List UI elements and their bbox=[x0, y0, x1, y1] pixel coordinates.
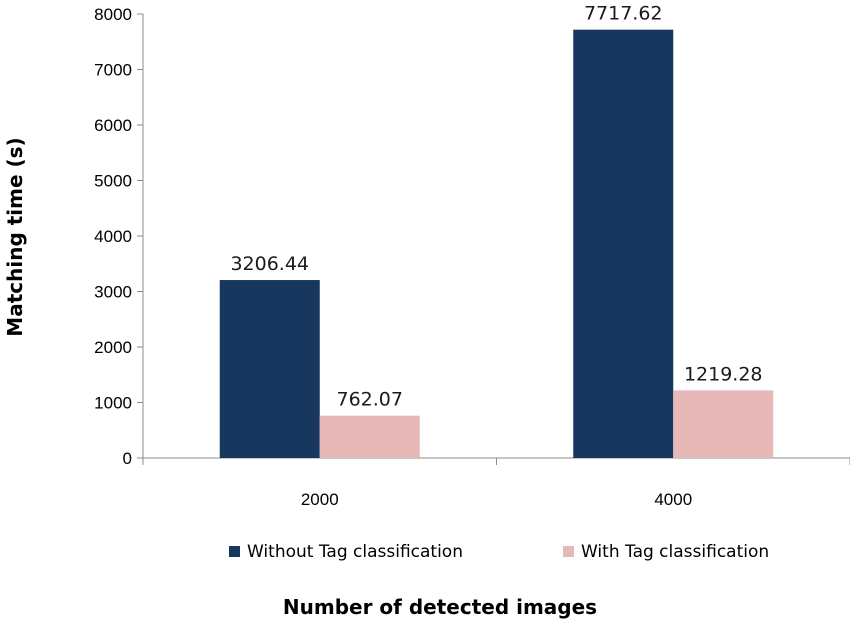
y-tick-label: 3000 bbox=[94, 283, 132, 302]
x-tick-label: 2000 bbox=[301, 490, 339, 509]
y-tick-label: 5000 bbox=[94, 172, 132, 191]
x-axis-title: Number of detected images bbox=[283, 595, 597, 619]
data-labels: 3206.44 762.07 7717.62 1219.28 bbox=[230, 3, 762, 411]
y-tick-label: 6000 bbox=[94, 116, 132, 135]
x-axis: 2000 4000 bbox=[142, 457, 850, 509]
y-tick-label: 0 bbox=[123, 449, 132, 468]
data-label: 762.07 bbox=[337, 389, 403, 411]
data-label: 7717.62 bbox=[584, 3, 663, 25]
bar bbox=[673, 390, 774, 458]
y-axis: 0 1000 2000 3000 4000 5000 6000 7000 8000 bbox=[94, 5, 144, 468]
x-tick-label: 4000 bbox=[654, 490, 692, 509]
y-tick-label: 7000 bbox=[94, 61, 132, 80]
y-axis-title: Matching time (s) bbox=[3, 137, 27, 336]
data-label: 3206.44 bbox=[230, 253, 309, 275]
bar bbox=[219, 280, 320, 458]
legend-label: With Tag classification bbox=[581, 542, 769, 562]
y-tick-label: 4000 bbox=[94, 227, 132, 246]
bars bbox=[219, 29, 774, 459]
data-label: 1219.28 bbox=[684, 363, 763, 385]
legend: Without Tag classification With Tag class… bbox=[229, 542, 769, 562]
bar bbox=[573, 29, 674, 459]
y-tick-label: 8000 bbox=[94, 5, 132, 24]
legend-label: Without Tag classification bbox=[247, 542, 463, 562]
legend-swatch bbox=[229, 546, 240, 557]
bar bbox=[319, 415, 420, 458]
y-tick-label: 1000 bbox=[94, 394, 132, 413]
legend-swatch bbox=[563, 546, 574, 557]
y-tick-label: 2000 bbox=[94, 338, 132, 357]
